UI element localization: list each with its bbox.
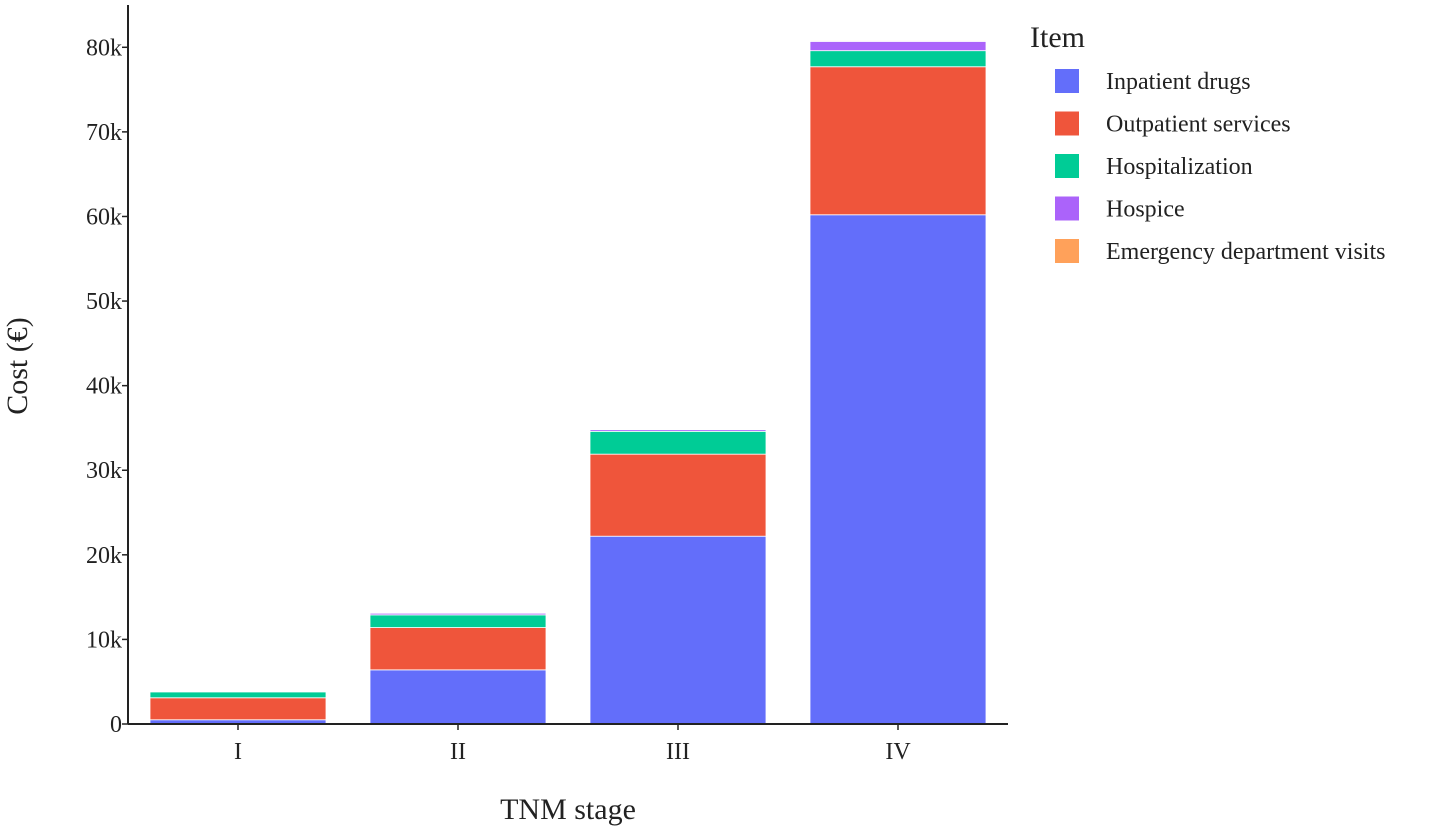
bar-segment — [369, 627, 547, 671]
y-tick-label: 70k — [86, 120, 122, 146]
bar-segment — [369, 614, 547, 628]
legend-swatch — [1055, 111, 1079, 136]
legend-items: Inpatient drugs Outpatient services Hospit… — [1055, 69, 1385, 265]
x-axis-title: TNM stage — [500, 793, 636, 826]
bar-segment — [589, 535, 767, 725]
legend-swatch — [1055, 239, 1079, 263]
bar-segment — [809, 50, 987, 68]
legend-title: Item — [1030, 21, 1085, 54]
bar-segment — [589, 430, 767, 455]
y-tick-label: 60k — [86, 204, 122, 230]
legend-label: Outpatient services — [1106, 112, 1291, 138]
legend: Item Inpatient drugs Outpatient services H… — [1030, 21, 1385, 265]
y-tick-label: 30k — [86, 458, 122, 484]
x-tick-labels: I II III IV — [234, 724, 911, 765]
y-tick-label: 20k — [86, 543, 122, 569]
x-tick-label: IV — [885, 739, 911, 765]
legend-label: Hospice — [1106, 197, 1185, 223]
y-tick-label: 80k — [86, 35, 122, 61]
y-tick-label: 0 — [110, 712, 122, 738]
y-tick-labels: 0 10k 20k 30k 40k 50k 60k 70k 80k — [86, 35, 128, 738]
y-tick-label: 40k — [86, 374, 122, 400]
x-tick-label: I — [234, 739, 242, 765]
y-tick-label: 10k — [86, 627, 122, 653]
bar-segment — [809, 66, 987, 216]
legend-swatch — [1055, 69, 1079, 93]
x-tick-label: III — [666, 739, 690, 765]
bar-segment — [809, 40, 987, 42]
bars-layer — [149, 40, 987, 725]
legend-label: Inpatient drugs — [1106, 69, 1251, 95]
bar-segment — [149, 691, 327, 699]
bar-segment — [809, 214, 987, 725]
bar-segment — [369, 669, 547, 725]
bar-segment — [589, 453, 767, 537]
x-tick-label: II — [450, 739, 466, 765]
bar-segment — [589, 428, 767, 431]
legend-label: Hospitalization — [1106, 154, 1253, 180]
legend-label: Emergency department visits — [1106, 239, 1385, 265]
bar-segment — [809, 40, 987, 52]
bar-segment — [149, 697, 327, 721]
legend-swatch — [1055, 196, 1079, 221]
y-axis-title: Cost (€) — [1, 317, 34, 415]
y-tick-label: 50k — [86, 289, 122, 315]
legend-swatch — [1055, 154, 1079, 178]
